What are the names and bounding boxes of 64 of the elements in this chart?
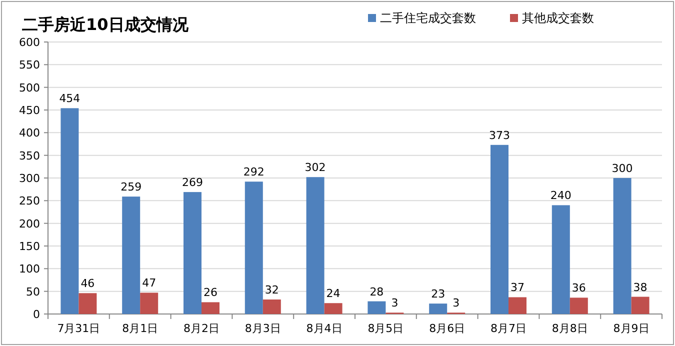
data-label: 23: [431, 288, 446, 301]
x-tick-label: 8月1日: [122, 322, 158, 335]
data-label: 3: [391, 296, 398, 310]
x-tick-label: 8月8日: [552, 322, 588, 335]
data-label: 454: [59, 92, 80, 106]
data-label: 3: [452, 296, 460, 310]
data-label: 373: [489, 128, 510, 142]
bar: [60, 108, 79, 314]
bar: [202, 302, 220, 314]
data-label: 24: [326, 287, 340, 300]
bar: [78, 293, 97, 314]
x-tick-label: 8月2日: [184, 322, 220, 335]
y-tick-label: 200: [19, 217, 40, 230]
bar: [631, 296, 650, 314]
y-tick-label: 400: [19, 126, 40, 140]
bar: [429, 304, 448, 314]
data-label: 28: [370, 285, 384, 298]
bar: [613, 178, 632, 314]
x-tick-label: 8月4日: [306, 322, 342, 335]
x-tick-label: 8月3日: [244, 322, 281, 335]
data-label: 37: [510, 281, 524, 294]
y-tick-label: 150: [19, 240, 40, 253]
data-label: 32: [264, 283, 279, 296]
data-label: 269: [182, 176, 203, 190]
x-tick-label: 8月6日: [429, 322, 466, 335]
bar: [140, 292, 158, 314]
x-tick-label: 8月5日: [368, 322, 404, 335]
data-label: 240: [550, 189, 572, 202]
chart-title: 二手房近10日成交情况: [22, 15, 190, 34]
y-tick-label: 50: [26, 285, 40, 298]
data-label: 36: [572, 282, 586, 295]
data-label: 292: [243, 166, 264, 179]
y-tick-label: 550: [19, 58, 40, 72]
bar: [122, 196, 140, 314]
x-tick-label: 8月9日: [613, 322, 650, 335]
bar: [244, 182, 263, 314]
y-tick-label: 0: [33, 308, 40, 321]
bar: [324, 303, 342, 314]
y-tick-label: 350: [19, 149, 40, 162]
y-tick-label: 100: [19, 262, 40, 276]
bar: [306, 177, 324, 314]
bar: [508, 297, 526, 314]
data-label: 300: [612, 162, 633, 175]
data-label: 46: [80, 277, 95, 290]
y-tick-label: 300: [19, 172, 40, 185]
bar: [368, 301, 386, 314]
bar: [570, 298, 588, 314]
y-tick-label: 250: [19, 194, 40, 208]
x-tick-label: 8月7日: [490, 322, 526, 335]
data-label: 26: [204, 286, 218, 300]
data-label: 302: [304, 161, 326, 174]
y-tick-label: 450: [19, 104, 40, 117]
legend-label: 其他成交套数: [522, 11, 594, 25]
x-tick-label: 7月31日: [57, 322, 100, 335]
bar: [490, 144, 508, 314]
bar: [184, 192, 202, 314]
y-tick-label: 500: [19, 81, 40, 94]
data-label: 47: [142, 276, 156, 290]
data-label: 259: [120, 180, 142, 194]
legend-label: 二手住宅成交套数: [380, 11, 476, 25]
y-tick-label: 600: [19, 36, 40, 49]
data-label: 38: [633, 280, 648, 294]
bar: [552, 205, 570, 314]
bar: [262, 299, 281, 314]
